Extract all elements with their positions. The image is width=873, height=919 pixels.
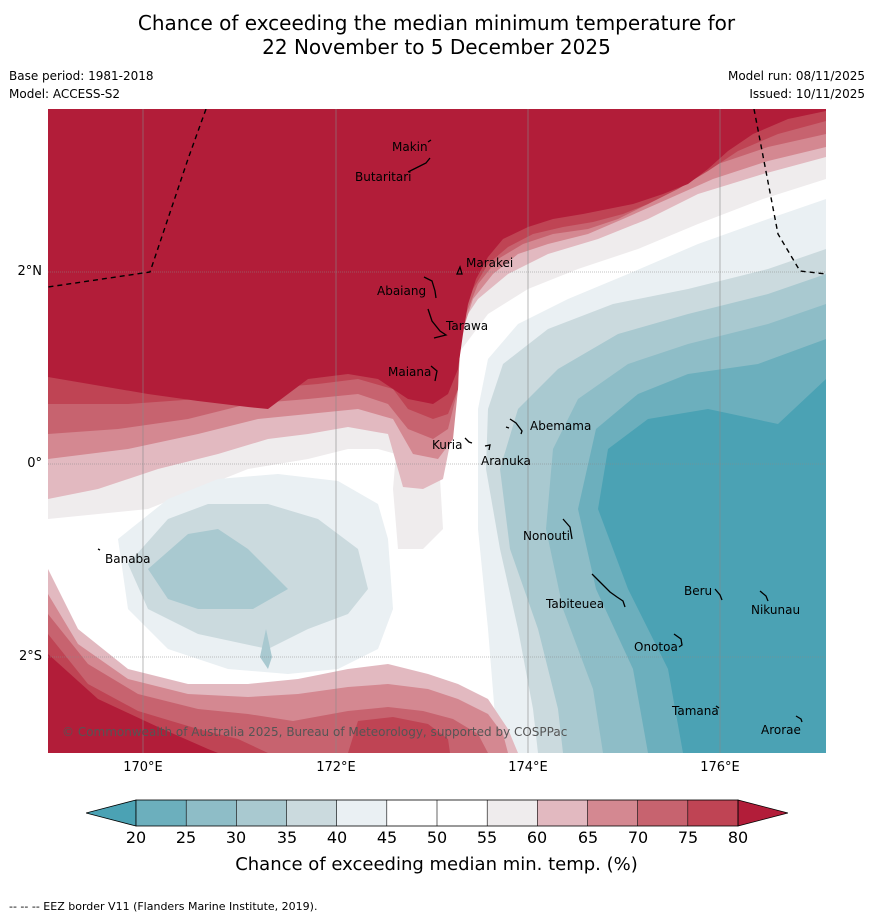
colorbar-tick-25: 25 — [175, 828, 197, 847]
title-line-2: 22 November to 5 December 2025 — [262, 35, 611, 59]
colorbar-bin-50-55 — [437, 800, 488, 826]
colorbar-bin-65-70 — [587, 800, 638, 826]
label-onotoa: Onotoa — [634, 640, 678, 654]
colorbar-bin-55-60 — [487, 800, 538, 826]
colorbar-tick-50: 50 — [426, 828, 448, 847]
label-tamana: Tamana — [671, 704, 719, 718]
colorbar-extend-low — [86, 799, 137, 827]
copyright-notice: © Commonwealth of Australia 2025, Bureau… — [62, 725, 567, 739]
map-title: Chance of exceeding the median minimum t… — [0, 11, 873, 59]
label-aranuka: Aranuka — [481, 454, 531, 468]
contour-band-west-30 — [148, 529, 288, 609]
island-tabiteuea — [591, 573, 626, 608]
colorbar-bin-35-40 — [286, 800, 337, 826]
island-banaba — [97, 548, 101, 551]
place-labels: Makin Butaritari Marakei Abaiang Tarawa … — [105, 140, 801, 737]
colorbar-bin-30-35 — [236, 800, 287, 826]
island-tamana — [715, 705, 720, 709]
x-tick-176E: 176°E — [700, 760, 740, 775]
island-nonouti — [562, 518, 573, 540]
label-makin: Makin — [392, 140, 428, 154]
island-arorae — [795, 715, 803, 723]
colorbar-bin-70-75 — [637, 800, 688, 826]
eez-borders — [48, 109, 826, 288]
colorbar-bin-60-65 — [537, 800, 588, 826]
island-nikunau — [759, 590, 769, 602]
model-run: Model run: 08/11/2025 — [727, 69, 865, 83]
label-nikunau: Nikunau — [751, 603, 800, 617]
colorbar-bin-40-45 — [336, 800, 387, 826]
contour-band-south-above-80 — [48, 654, 218, 753]
colorbar-bin-75-80 — [687, 800, 738, 826]
x-tick-170E: 170°E — [123, 760, 163, 775]
label-nonouti: Nonouti — [523, 529, 570, 543]
colorbar-tick-75: 75 — [677, 828, 699, 847]
colorbar-tick-60: 60 — [526, 828, 548, 847]
colorbar — [86, 799, 788, 827]
islands — [97, 139, 803, 723]
label-arorae: Arorae — [761, 723, 801, 737]
x-tick-172E: 172°E — [316, 760, 356, 775]
y-tick-0: 0° — [27, 456, 42, 471]
label-maiana: Maiana — [388, 365, 431, 379]
contour-band-west-30-spike — [260, 629, 272, 669]
label-abemama: Abemama — [530, 419, 591, 433]
meta-left: Base period: 1981-2018 Model: ACCESS-S2 — [9, 67, 154, 103]
label-beru: Beru — [684, 584, 712, 598]
island-abaiang — [423, 276, 437, 299]
colorbar-bin-25-30 — [186, 800, 237, 826]
issued-date: Issued: 10/11/2025 — [749, 87, 865, 101]
label-tabiteuea: Tabiteuea — [545, 597, 604, 611]
colorbar-tick-40: 40 — [326, 828, 348, 847]
colorbar-tick-65: 65 — [577, 828, 599, 847]
island-maiana — [430, 365, 438, 382]
label-banaba: Banaba — [105, 552, 151, 566]
model-name: Model: ACCESS-S2 — [9, 87, 121, 101]
island-makin — [427, 139, 432, 143]
graticule — [48, 109, 826, 753]
colorbar-label: Chance of exceeding median min. temp. (%… — [235, 854, 638, 875]
y-tick-2S: 2°S — [18, 649, 42, 664]
eez-border-west — [48, 109, 207, 288]
colorbar-dividers — [185, 800, 689, 826]
x-tick-174E: 174°E — [508, 760, 548, 775]
colorbar-bin-20-25 — [136, 800, 187, 826]
colorbar-tick-70: 70 — [627, 828, 649, 847]
colorbar-tick-80: 80 — [727, 828, 749, 847]
eez-border-east — [753, 109, 826, 275]
colorbar-tick-20: 20 — [125, 828, 147, 847]
label-marakei: Marakei — [466, 256, 513, 270]
eez-footnote: -- -- -- EEZ border V11 (Flanders Marine… — [9, 900, 318, 913]
island-abemama — [505, 418, 523, 435]
y-tick-2N: 2°N — [17, 264, 43, 279]
label-tarawa: Tarawa — [445, 319, 488, 333]
label-butaritari: Butaritari — [355, 170, 412, 184]
island-marakei — [456, 265, 463, 275]
island-onotoa — [673, 633, 683, 648]
colorbar-bin-45-50 — [386, 800, 437, 826]
colorbar-extend-high — [737, 799, 788, 827]
colorbar-tick-35: 35 — [276, 828, 298, 847]
label-abaiang: Abaiang — [377, 284, 426, 298]
title-line-1: Chance of exceeding the median minimum t… — [137, 11, 736, 35]
base-period: Base period: 1981-2018 — [9, 69, 154, 83]
island-beru — [714, 588, 723, 601]
island-kuria — [464, 437, 473, 444]
meta-right: Model run: 08/11/2025 Issued: 10/11/2025 — [728, 67, 865, 103]
contour-band-above-80 — [48, 109, 826, 409]
island-tarawa — [427, 308, 448, 339]
colorbar-tick-45: 45 — [376, 828, 398, 847]
map-panel: Makin Butaritari Marakei Abaiang Tarawa … — [48, 109, 826, 753]
island-butaritari — [407, 157, 431, 173]
colorbar-tick-55: 55 — [476, 828, 498, 847]
contour-band-south-center-75 — [348, 717, 450, 753]
colorbar-tick-30: 30 — [225, 828, 247, 847]
label-kuria: Kuria — [432, 438, 463, 452]
island-aranuka — [484, 444, 491, 451]
